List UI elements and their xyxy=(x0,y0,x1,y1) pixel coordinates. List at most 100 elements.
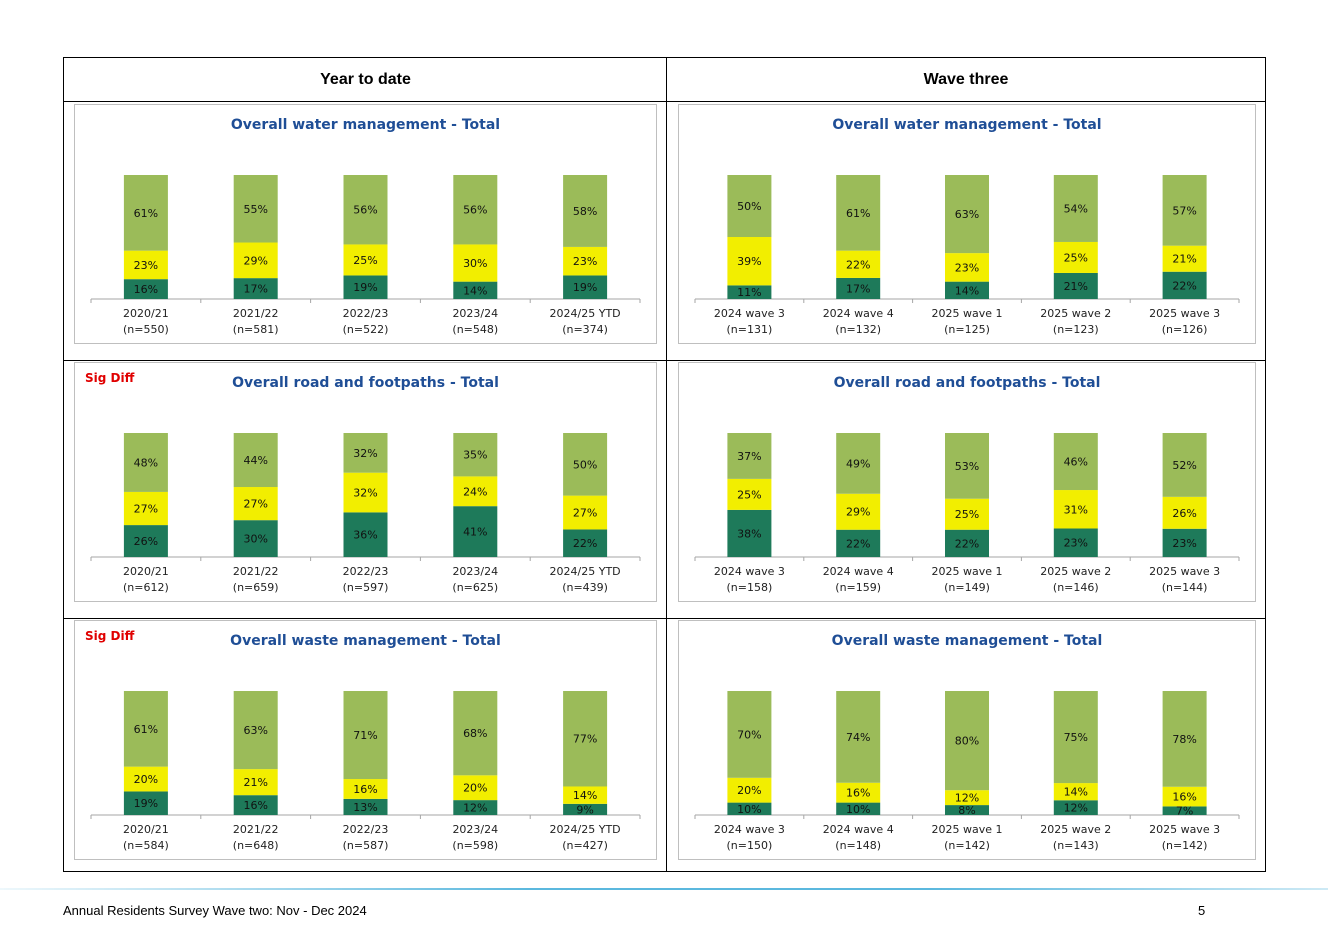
x-tick-label: 2020/21 xyxy=(123,307,169,320)
bar-segment-top xyxy=(453,175,498,245)
data-label: 14% xyxy=(955,284,979,297)
stacked-bar-chart: Overall road and footpaths - Total 38% 25%… xyxy=(694,375,1240,594)
table-divider-vertical xyxy=(666,58,667,871)
bar-segment-top xyxy=(233,175,278,243)
chart-title: Overall water management - Total xyxy=(231,117,500,133)
bar-segment-middle xyxy=(563,786,608,804)
data-label: 26% xyxy=(1172,507,1196,520)
data-label: 14% xyxy=(463,284,487,297)
bar-segment-bottom xyxy=(563,529,608,557)
x-tick-sample-size: (n=659) xyxy=(233,581,279,594)
bar-segment-bottom xyxy=(233,520,278,557)
data-label: 16% xyxy=(1172,791,1196,804)
x-tick-label: 2025 wave 3 xyxy=(1149,823,1220,836)
bar-segment-middle xyxy=(233,769,278,796)
data-label: 61% xyxy=(846,207,870,220)
x-tick-sample-size: (n=427) xyxy=(562,839,608,852)
data-label: 23% xyxy=(1172,537,1196,550)
x-tick-label: 2020/21 xyxy=(123,565,169,578)
x-tick-sample-size: (n=146) xyxy=(1053,581,1099,594)
bar-segment-bottom xyxy=(945,805,989,815)
bar-segment-bottom xyxy=(123,525,168,557)
bar-segment-bottom xyxy=(727,285,772,299)
bar-segment-middle xyxy=(945,253,989,282)
x-tick-label: 2020/21 xyxy=(123,823,169,836)
data-label: 22% xyxy=(955,537,979,550)
sig-diff-label: Sig Diff xyxy=(85,629,135,643)
data-label: 78% xyxy=(1172,733,1196,746)
bar-segment-top xyxy=(1162,175,1207,246)
chart-panel-water-wave: Overall water management - Total 11% 39% 50… xyxy=(678,104,1256,344)
data-label: 26% xyxy=(134,535,158,548)
bar-segment-middle xyxy=(123,491,168,526)
data-label: 23% xyxy=(134,259,158,272)
x-tick-label: 2023/24 xyxy=(452,307,498,320)
x-tick-sample-size: (n=158) xyxy=(727,581,773,594)
x-tick-sample-size: (n=550) xyxy=(123,323,169,336)
data-label: 32% xyxy=(353,447,377,460)
bar-segment-top xyxy=(1053,433,1098,491)
bar-segment-top xyxy=(836,175,881,251)
data-label: 58% xyxy=(573,205,597,218)
bar-segment-bottom xyxy=(343,512,388,557)
data-label: 20% xyxy=(463,782,487,795)
bar-segment-bottom xyxy=(836,802,881,815)
data-label: 16% xyxy=(846,787,870,800)
bar-segment-bottom xyxy=(1053,800,1098,815)
x-tick-sample-size: (n=132) xyxy=(835,323,881,336)
x-tick-label: 2025 wave 2 xyxy=(1040,565,1111,578)
x-tick-sample-size: (n=142) xyxy=(944,839,990,852)
data-label: 25% xyxy=(353,254,377,267)
bar-segment-top xyxy=(836,433,881,494)
bar-segment-top xyxy=(453,433,498,477)
data-label: 14% xyxy=(1064,786,1088,799)
data-label: 10% xyxy=(737,803,761,816)
table-divider-row-1 xyxy=(64,360,1265,361)
data-label: 23% xyxy=(955,261,979,274)
bar-segment-top xyxy=(123,691,168,767)
data-label: 37% xyxy=(737,450,761,463)
data-label: 49% xyxy=(846,457,870,470)
x-tick-sample-size: (n=131) xyxy=(727,323,773,336)
stacked-bar-chart: Overall water management - Total 11% 39% 50… xyxy=(694,117,1240,336)
data-label: 25% xyxy=(737,488,761,501)
data-label: 61% xyxy=(134,723,158,736)
chart-title: Overall waste management - Total xyxy=(832,633,1103,649)
bar-segment-bottom xyxy=(945,281,989,299)
bar-segment-middle xyxy=(1053,241,1098,273)
x-tick-sample-size: (n=648) xyxy=(233,839,279,852)
data-label: 27% xyxy=(243,498,267,511)
x-tick-sample-size: (n=123) xyxy=(1053,323,1099,336)
data-label: 52% xyxy=(1172,459,1196,472)
bar-segment-middle xyxy=(563,495,608,530)
page-number: 5 xyxy=(1198,903,1206,918)
bar-segment-middle xyxy=(453,244,498,282)
bar-segment-top xyxy=(563,691,608,787)
data-label: 14% xyxy=(573,789,597,802)
data-label: 17% xyxy=(243,283,267,296)
bar-segment-middle xyxy=(1162,496,1207,529)
stacked-bar-chart: Overall waste management - Total 10% 20% 70… xyxy=(694,633,1240,852)
data-label: 25% xyxy=(1064,251,1088,264)
data-label: 30% xyxy=(463,257,487,270)
x-tick-label: 2024 wave 3 xyxy=(714,823,785,836)
bar-segment-middle xyxy=(233,487,278,521)
x-tick-sample-size: (n=374) xyxy=(562,323,608,336)
bar-segment-bottom xyxy=(1162,528,1207,557)
data-label: 8% xyxy=(958,804,975,817)
x-tick-sample-size: (n=587) xyxy=(343,839,389,852)
x-tick-sample-size: (n=144) xyxy=(1162,581,1208,594)
bar-segment-middle xyxy=(836,250,881,278)
data-label: 23% xyxy=(1064,537,1088,550)
data-label: 38% xyxy=(737,527,761,540)
bar-segment-middle xyxy=(836,782,881,803)
data-label: 56% xyxy=(353,204,377,217)
x-tick-label: 2021/22 xyxy=(233,565,279,578)
data-label: 25% xyxy=(955,508,979,521)
bar-segment-top xyxy=(727,433,772,479)
stacked-bar-chart: Overall water management - Total 16% 23% 61… xyxy=(90,117,641,336)
bar-segment-middle xyxy=(727,237,772,286)
bar-segment-middle xyxy=(836,493,881,530)
data-label: 54% xyxy=(1064,202,1088,215)
bar-segment-top xyxy=(836,691,881,783)
